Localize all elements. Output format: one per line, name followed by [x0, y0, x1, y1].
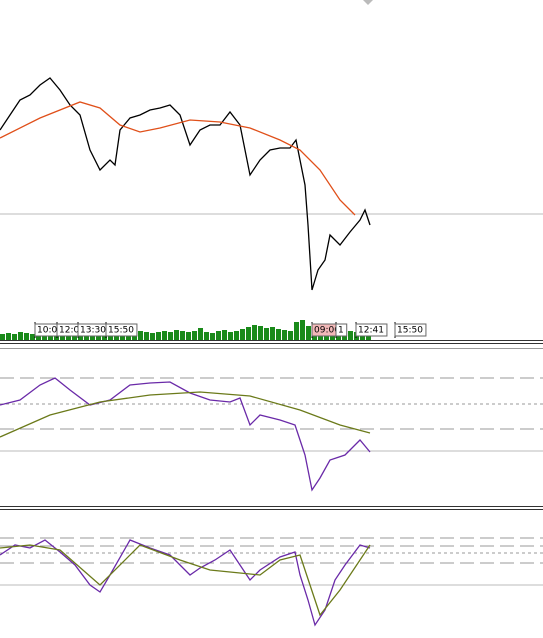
- scroll-marker: [363, 0, 373, 5]
- volume-bar: [168, 332, 173, 340]
- volume-bar: [162, 331, 167, 340]
- volume-bar: [216, 331, 221, 340]
- volume-bar: [276, 329, 281, 340]
- series-line: [0, 377, 371, 492]
- x-tick-label: 12:41: [358, 326, 384, 336]
- volume-bar: [270, 327, 275, 340]
- x-tick-box: [105, 323, 138, 337]
- volume-bar: [18, 332, 23, 340]
- series-line: [0, 77, 371, 291]
- x-tick-box: [394, 323, 427, 337]
- volume-bar: [150, 333, 155, 340]
- volume-bar: [12, 334, 17, 340]
- volume-bar: [24, 333, 29, 340]
- volume-bar: [186, 332, 191, 340]
- volume-bar: [288, 331, 293, 340]
- volume-bar: [6, 333, 11, 340]
- volume-bar: [282, 330, 287, 340]
- x-tick-label-group: 13:30: [77, 323, 110, 337]
- volume-bar: [174, 330, 179, 340]
- volume-bar: [234, 331, 239, 340]
- volume-bar: [96, 334, 101, 340]
- x-tick-label-group: 15:50: [105, 323, 138, 337]
- series-line: [0, 539, 371, 627]
- series-line: [0, 391, 371, 438]
- volume-bar: [0, 334, 5, 340]
- x-tick-label: 13:30: [80, 326, 106, 336]
- volume-bar: [228, 332, 233, 340]
- x-tick-label-group: 15:50: [394, 323, 427, 337]
- volume-bar: [204, 332, 209, 340]
- volume-bar: [30, 334, 35, 340]
- volume-bar: [240, 329, 245, 340]
- volume-bar: [306, 326, 311, 340]
- x-tick-label: 09:00: [314, 326, 340, 336]
- x-tick-label: 12:0: [59, 326, 79, 336]
- series-line: [0, 544, 371, 617]
- x-tick-label-group: 12:0: [56, 323, 83, 337]
- volume-bar: [156, 332, 161, 340]
- x-tick-box: [335, 323, 348, 337]
- x-tick-label: 15:50: [108, 326, 134, 336]
- volume-bar: [258, 326, 263, 340]
- volume-bar: [198, 328, 203, 340]
- volume-bar: [366, 334, 371, 340]
- x-tick-label: 1: [338, 326, 344, 336]
- volume-bar: [144, 332, 149, 340]
- series-line: [0, 101, 356, 216]
- volume-bar: [246, 327, 251, 340]
- volume-bar: [222, 330, 227, 340]
- x-tick-label-group: 12:41: [355, 323, 388, 337]
- volume-bar: [192, 331, 197, 340]
- volume-bar: [294, 322, 299, 340]
- volume-bar: [180, 331, 185, 340]
- volume-bar: [348, 331, 353, 340]
- volume-bar: [210, 333, 215, 340]
- volume-bar: [252, 325, 257, 340]
- x-tick-box: [355, 323, 388, 337]
- volume-bar: [264, 328, 269, 340]
- x-tick-label: 10:00: [37, 326, 63, 336]
- volume-bar: [300, 320, 305, 340]
- x-tick-label-group: 1: [335, 323, 348, 337]
- volume-bar: [138, 331, 143, 340]
- x-tick-label: 15:50: [397, 326, 423, 336]
